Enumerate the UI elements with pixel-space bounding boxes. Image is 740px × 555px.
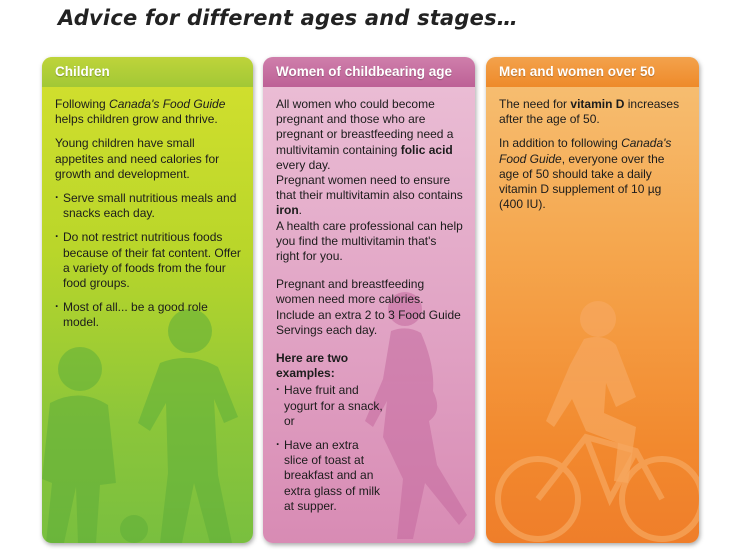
women-examples: Here are two examples: Have fruit and yo… (276, 351, 463, 514)
children-header: Children (42, 57, 253, 87)
list-item: Most of all... be a good role model. (55, 299, 241, 330)
children-panel: Children Following Canada's Food Guide h… (42, 57, 253, 543)
list-item: Have an extra slice of toast at breakfas… (276, 437, 384, 514)
list-item: Serve small nutritious meals and snacks … (55, 190, 241, 221)
women-folic-text: All women who could become pregnant and … (276, 97, 454, 172)
men-header: Men and women over 50 (486, 57, 699, 87)
children-intro: Following Canada's Food Guide helps chil… (55, 97, 226, 127)
women-iron-text: Pregnant women need to ensure that their… (276, 173, 463, 218)
children-body: Following Canada's Food Guide helps chil… (42, 87, 253, 331)
women-header: Women of childbearing age (263, 57, 475, 87)
examples-heading: Here are two examples: (276, 351, 349, 381)
woman-silhouette-icon (365, 292, 467, 539)
cyclist-silhouette-icon (495, 301, 699, 542)
men-body: The need for vitamin D increases after t… (486, 87, 699, 212)
men-supplement-text: In addition to following Canada's Food G… (499, 136, 672, 212)
men-vitamin-d-text: The need for vitamin D increases after t… (499, 97, 680, 127)
women-calories-text: Pregnant and breastfeeding women need mo… (276, 277, 461, 337)
children-silhouette-icon (42, 309, 238, 543)
women-body: All women who could become pregnant and … (263, 87, 475, 514)
women-professional-text: A health care professional can help you … (276, 218, 463, 264)
children-appetite-text: Young children have small appetites and … (55, 136, 220, 181)
women-panel: Women of childbearing age All women who … (263, 57, 475, 543)
list-item: Do not restrict nutritious foods because… (55, 229, 241, 291)
page-title: Advice for different ages and stages… (58, 6, 519, 30)
list-item: Have fruit and yogurt for a snack, or (276, 382, 384, 429)
men-panel: Men and women over 50 The need for vitam… (486, 57, 699, 543)
